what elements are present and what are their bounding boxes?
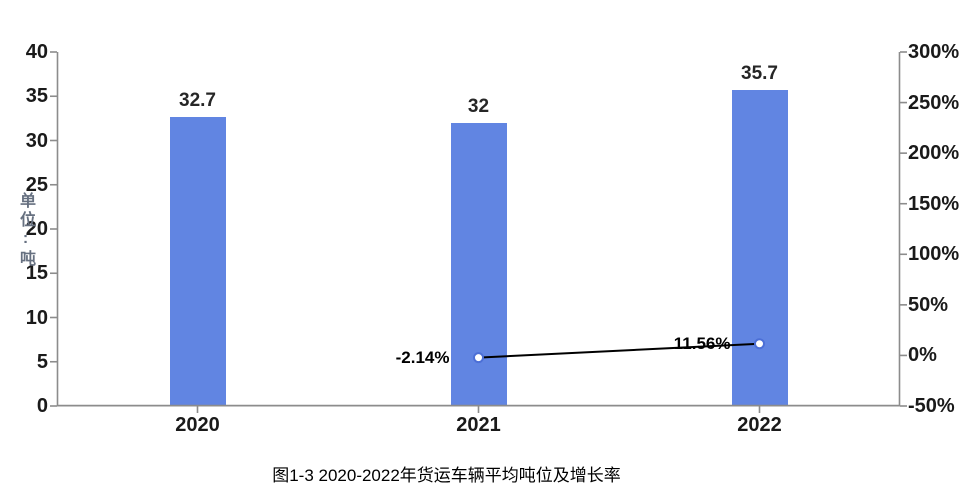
left-axis-tick-label: 35	[25, 85, 48, 108]
category-label-2022: 2022	[737, 414, 782, 436]
left-axis-tick-label: 5	[36, 350, 48, 373]
bar-value-label-2022: 35.7	[741, 63, 778, 85]
category-label-2020: 2020	[175, 414, 220, 436]
figure-caption: 图1-3 2020-2022年货运车辆平均吨位及增长率	[272, 466, 621, 485]
left-axis-tick-label: 30	[25, 129, 48, 152]
left-axis-tick-label: 10	[25, 306, 48, 329]
bar-2022	[731, 90, 788, 405]
right-axis-tick-label: 50%	[908, 293, 949, 316]
left-axis-tick-label: 40	[25, 41, 48, 63]
left-axis-tick-label: 15	[25, 262, 48, 285]
left-axis-tick-label: 25	[25, 173, 48, 196]
bar-2021	[450, 122, 507, 405]
growth-rate-label-2021: -2.14%	[395, 347, 450, 367]
category-label-2021: 2021	[456, 414, 501, 436]
right-axis-tick-label: 200%	[908, 142, 960, 165]
right-axis-tick-label: 250%	[908, 91, 960, 114]
left-axis-tick-label: 20	[25, 218, 48, 240]
right-axis-tick-label: 300%	[908, 41, 960, 63]
left-axis-tick-label: 0	[36, 395, 48, 417]
right-axis-tick-label: 100%	[908, 243, 960, 266]
left-axis-title: 单位:吨	[17, 192, 34, 269]
bar-value-label-2021: 32	[467, 95, 490, 117]
growth-rate-label-2022: 11.56%	[673, 333, 731, 353]
right-axis-tick-label: 150%	[908, 192, 960, 215]
right-axis-tick-label: -50%	[908, 395, 955, 417]
bar-value-label-2020: 32.7	[179, 89, 216, 111]
bar-2020	[169, 116, 226, 405]
right-axis-tick-label: 0%	[908, 344, 937, 367]
